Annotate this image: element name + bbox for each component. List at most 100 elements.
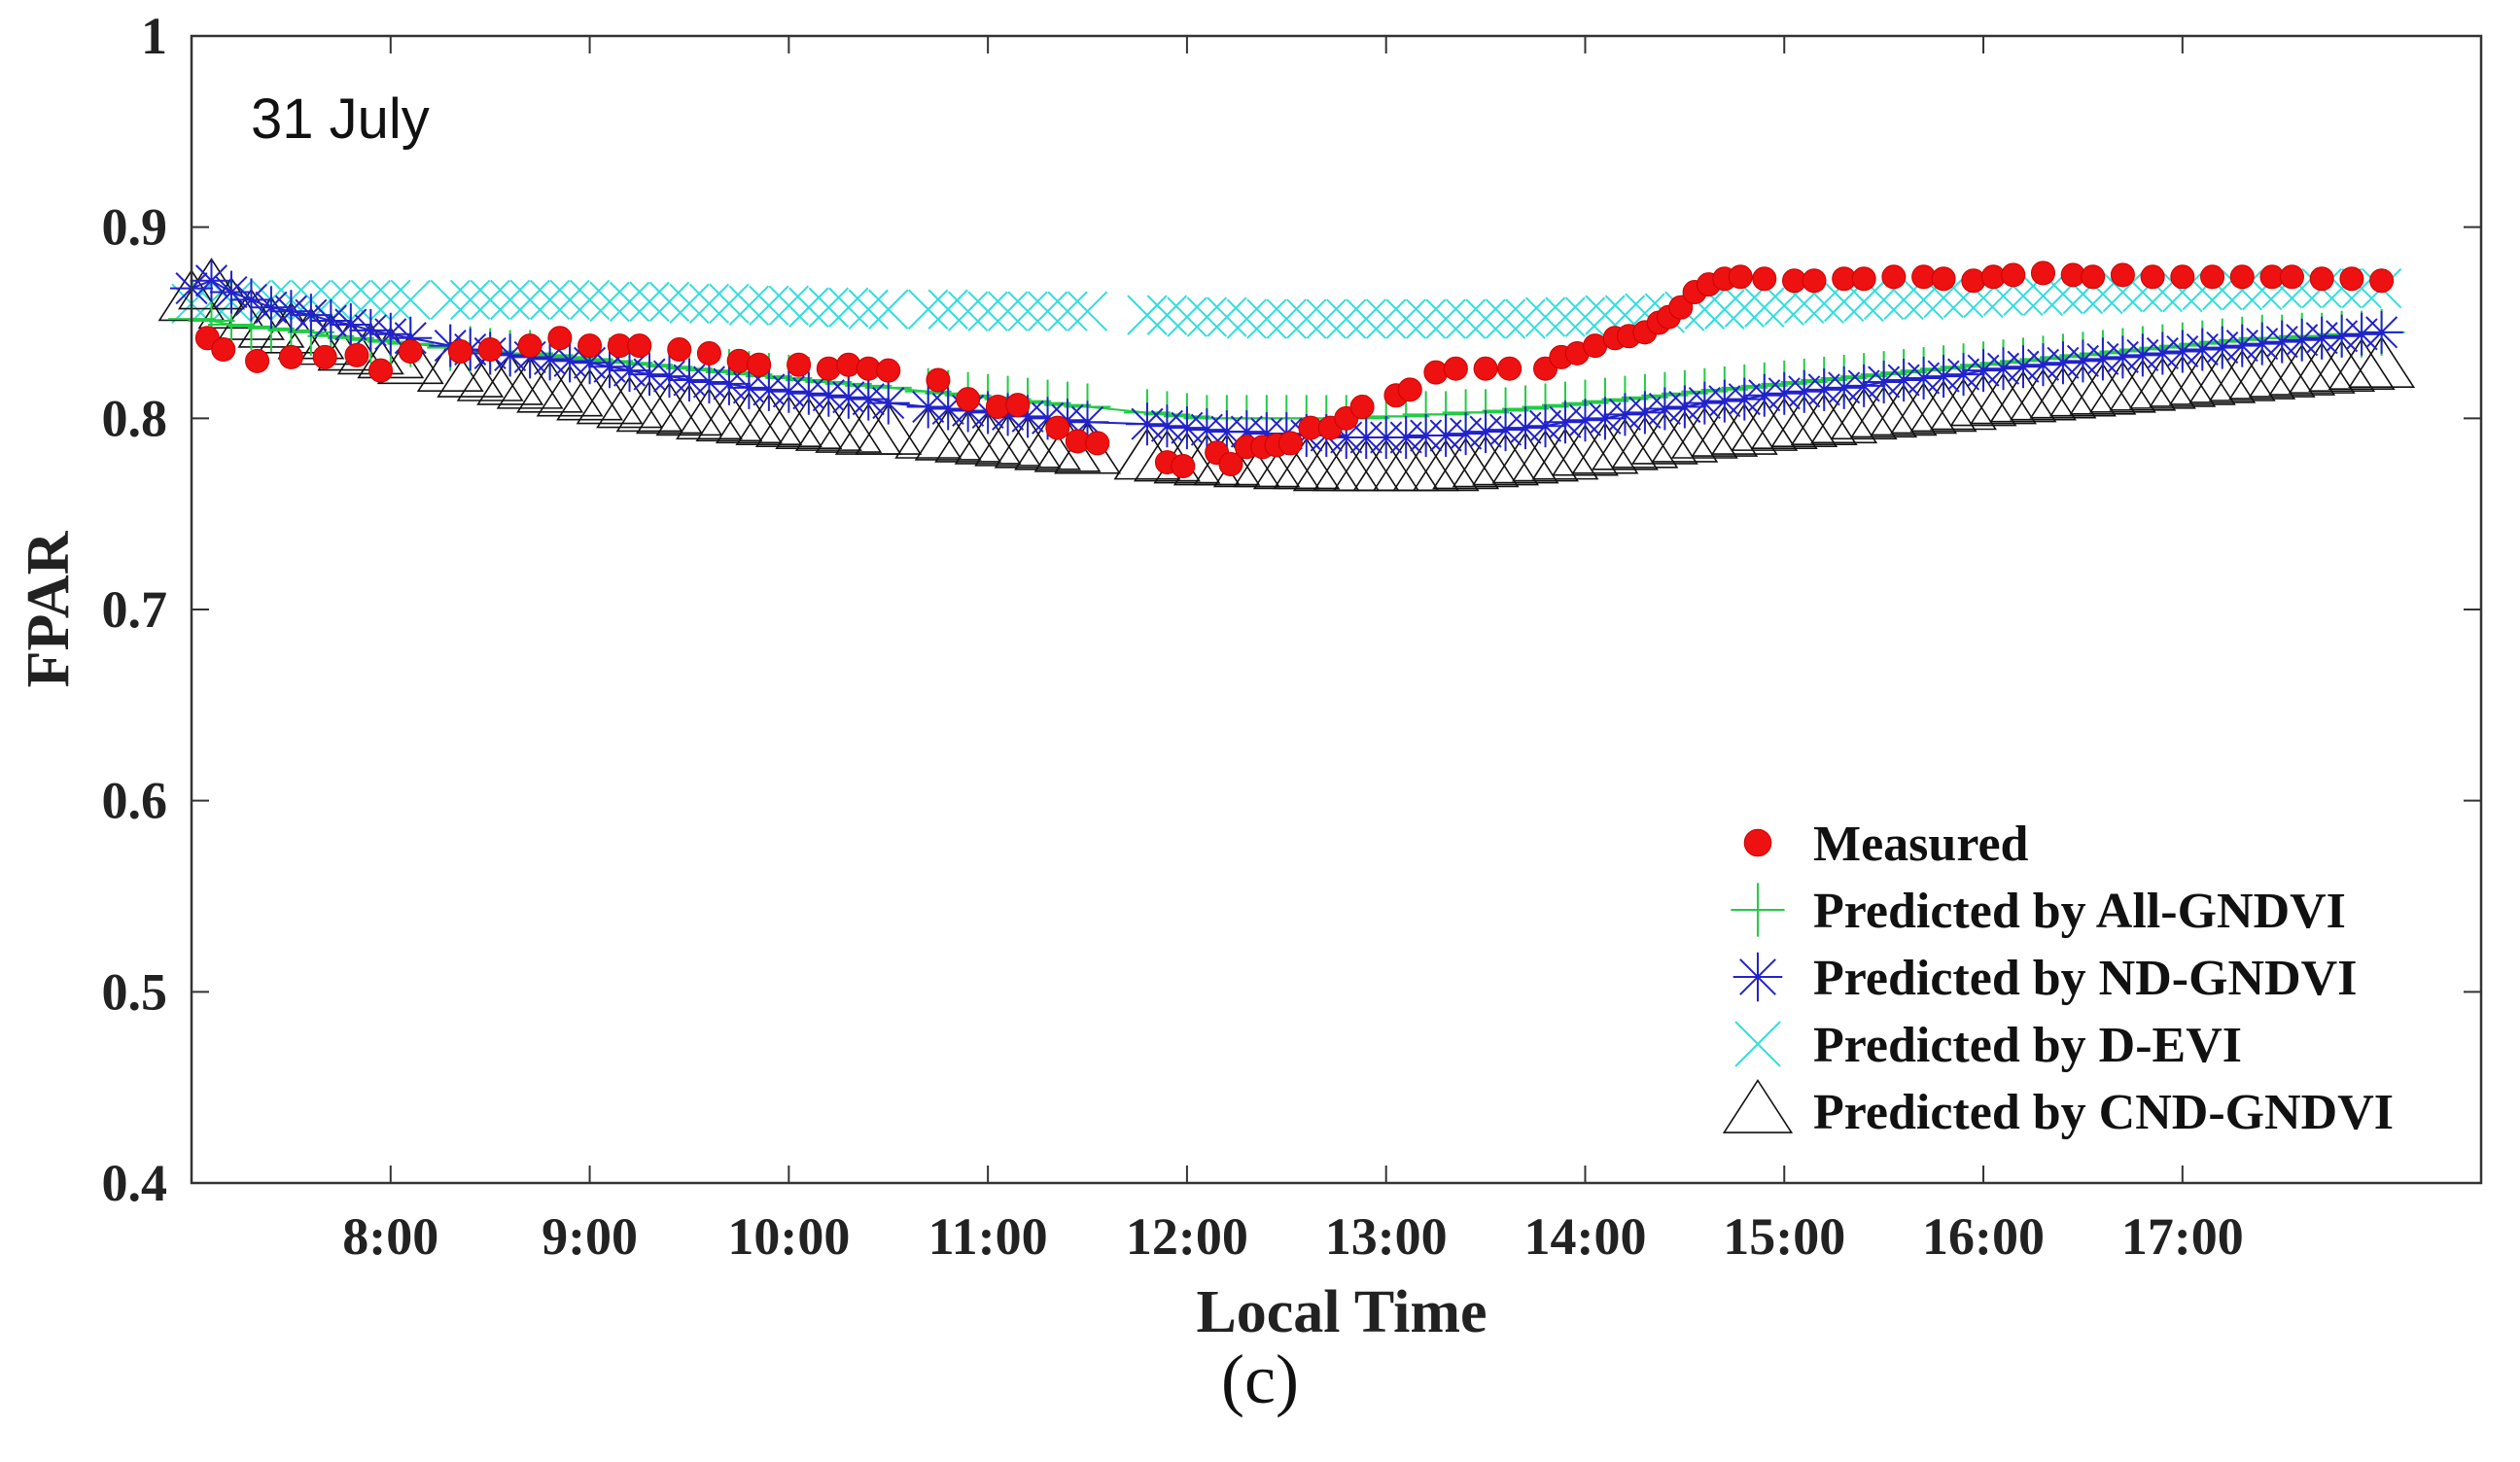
nd-gndvi-point [190,259,233,302]
measured-point [1931,266,1956,292]
measured-point [667,337,692,363]
nd-gndvi-point [1225,410,1269,454]
panel-caption: (c) [1221,1340,1299,1418]
d-evi-point [549,279,590,321]
measured-point [344,342,369,367]
measured-point [1005,393,1031,418]
nd-gndvi-point [2002,345,2045,389]
d-evi-point [1405,298,1447,339]
nd-gndvi-point [229,278,273,322]
d-evi-point [2222,269,2262,311]
nd-gndvi-point [488,333,532,377]
x-tick-label: 14:00 [1523,1207,1646,1266]
nd-gndvi-point [1484,408,1527,452]
measured-point [1752,266,1777,292]
nd-gndvi-point [2061,339,2105,383]
nd-gndvi-point [1763,371,1806,415]
cnd-gndvi-point [2268,343,2336,396]
cnd-gndvi-point [1790,393,1858,446]
plot-frame [190,34,2483,1185]
d-evi-point [1764,285,1804,327]
cnd-gndvi-point [1531,428,1599,480]
x-tick-labels: 8:00 9:00 10:00 11:00 12:00 13:00 14:00 15:00 16… [342,1207,2244,1266]
cnd-gndvi-point [1014,418,1082,470]
measured-point [926,367,951,393]
d-evi-point [1226,298,1268,339]
nd-gndvi-point [1922,355,1966,399]
x-tick-label: 9:00 [542,1207,638,1266]
nd-gndvi-point [1842,364,1886,407]
x-tick-label: 17:00 [2121,1207,2244,1266]
d-evi-point [1027,291,1068,331]
measured-point [747,352,772,377]
cnd-gndvi-point [754,395,822,447]
cnd-gndvi-point [476,353,544,405]
cnd-gndvi-point [456,349,524,401]
cnd-gndvi-point [2010,368,2077,421]
d-evi-point [489,279,531,321]
d-evi-point [430,279,471,321]
d-evi-point [1485,298,1526,339]
x-tick-label: 16:00 [1922,1207,2045,1266]
nd-gndvi-point [269,290,313,333]
d-evi-point [589,281,630,323]
nd-gndvi-point [209,270,253,314]
d-evi-point [1734,1021,1781,1067]
measured-point [368,358,394,383]
d-evi-point [1425,298,1466,339]
cnd-gndvi-point [675,387,743,440]
d-evi-point [1545,296,1586,337]
measured-point [1045,415,1070,440]
cnd-gndvi-point [1909,379,1978,433]
cnd-gndvi-point [794,399,862,451]
nd-gndvi-point [1145,404,1189,448]
nd-gndvi-point [1782,369,1826,413]
cnd-gndvi-point [1412,438,1480,492]
cnd-gndvi-point [2348,335,2416,389]
measured-point [1851,266,1876,292]
measured-point [696,340,721,366]
d-evi-point [788,287,829,328]
nd-gndvi-point [1702,379,1746,423]
d-evi-point [350,279,392,321]
nd-gndvi-point [309,299,353,343]
nd-gndvi-point [2260,320,2304,364]
nd-gndvi-point [1732,952,1783,1002]
cnd-gndvi-point [2288,341,2356,394]
cnd-gndvi-point [576,372,644,425]
d-evi-point [728,285,770,327]
nd-gndvi-point [1384,416,1428,459]
nd-gndvi-point [1504,406,1548,450]
measured-point [836,352,861,377]
d-evi-point [828,287,869,328]
cnd-gndvi-point [1949,374,2017,427]
cnd-gndvi-point [2029,366,2097,419]
d-evi-point [848,289,889,330]
d-evi-point [370,279,411,321]
d-evi-point [928,289,968,330]
cnd-gndvi-point [2149,355,2217,407]
cnd-gndvi-point [1830,387,1898,440]
measured-point [312,344,337,369]
nd-gndvi-point [707,362,751,405]
d-evi-point [648,281,690,323]
cnd-gndvi-point [1970,372,2037,425]
measured-point [2200,264,2225,290]
y-axis-title: FPAR [16,530,82,687]
nd-gndvi-point [1662,385,1706,429]
cnd-gndvi-point [2069,363,2137,415]
cnd-gndvi-point [1731,399,1799,451]
measured-point [477,337,503,363]
nd-gndvi-point [1723,377,1767,421]
x-tick-label: 15:00 [1723,1207,1845,1266]
measured-point [726,348,752,373]
cnd-gndvi-point [914,408,982,461]
measured-point [956,387,981,412]
measured-point [1349,395,1375,420]
legend-label: Predicted by All-GNDVI [1813,884,2346,939]
measured-point [1278,431,1303,456]
data-series [158,258,2416,492]
cnd-gndvi-point [277,307,345,360]
cnd-gndvi-point [1850,385,1918,438]
nd-gndvi-point [1623,391,1666,435]
